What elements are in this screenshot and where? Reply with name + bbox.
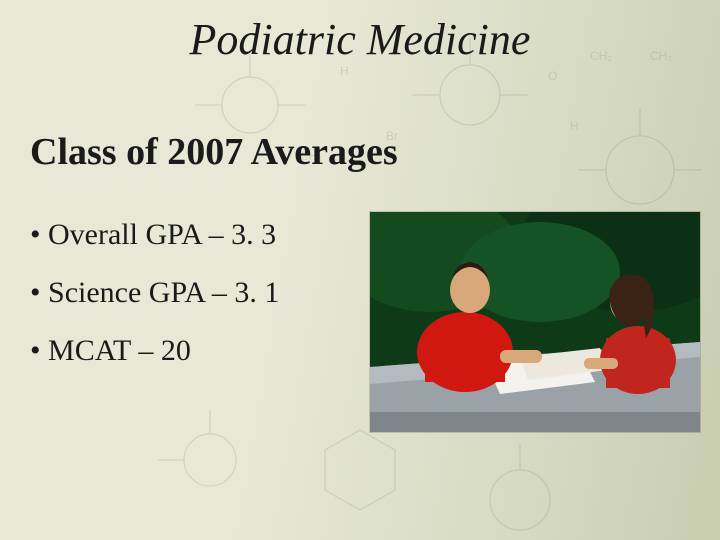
svg-text:CH₂: CH₂: [650, 49, 672, 63]
slide-title: Podiatric Medicine: [190, 14, 531, 65]
svg-text:H: H: [340, 64, 349, 78]
bullet-item: MCAT – 20: [30, 333, 370, 369]
slide: H O Br CH₂ CH₂ H₂C H CH₃ Podiatric Medic…: [0, 0, 720, 540]
svg-text:H: H: [570, 119, 579, 133]
bullet-item: Science GPA – 3. 1: [30, 275, 370, 311]
bullet-list: Overall GPA – 3. 3 Science GPA – 3. 1 MC…: [30, 195, 370, 391]
slide-subtitle: Class of 2007 Averages: [30, 130, 398, 174]
svg-text:O: O: [548, 69, 557, 83]
bullet-item: Overall GPA – 3. 3: [30, 217, 370, 253]
photo-two-people-at-table: [370, 212, 700, 432]
svg-text:CH₂: CH₂: [590, 49, 612, 63]
